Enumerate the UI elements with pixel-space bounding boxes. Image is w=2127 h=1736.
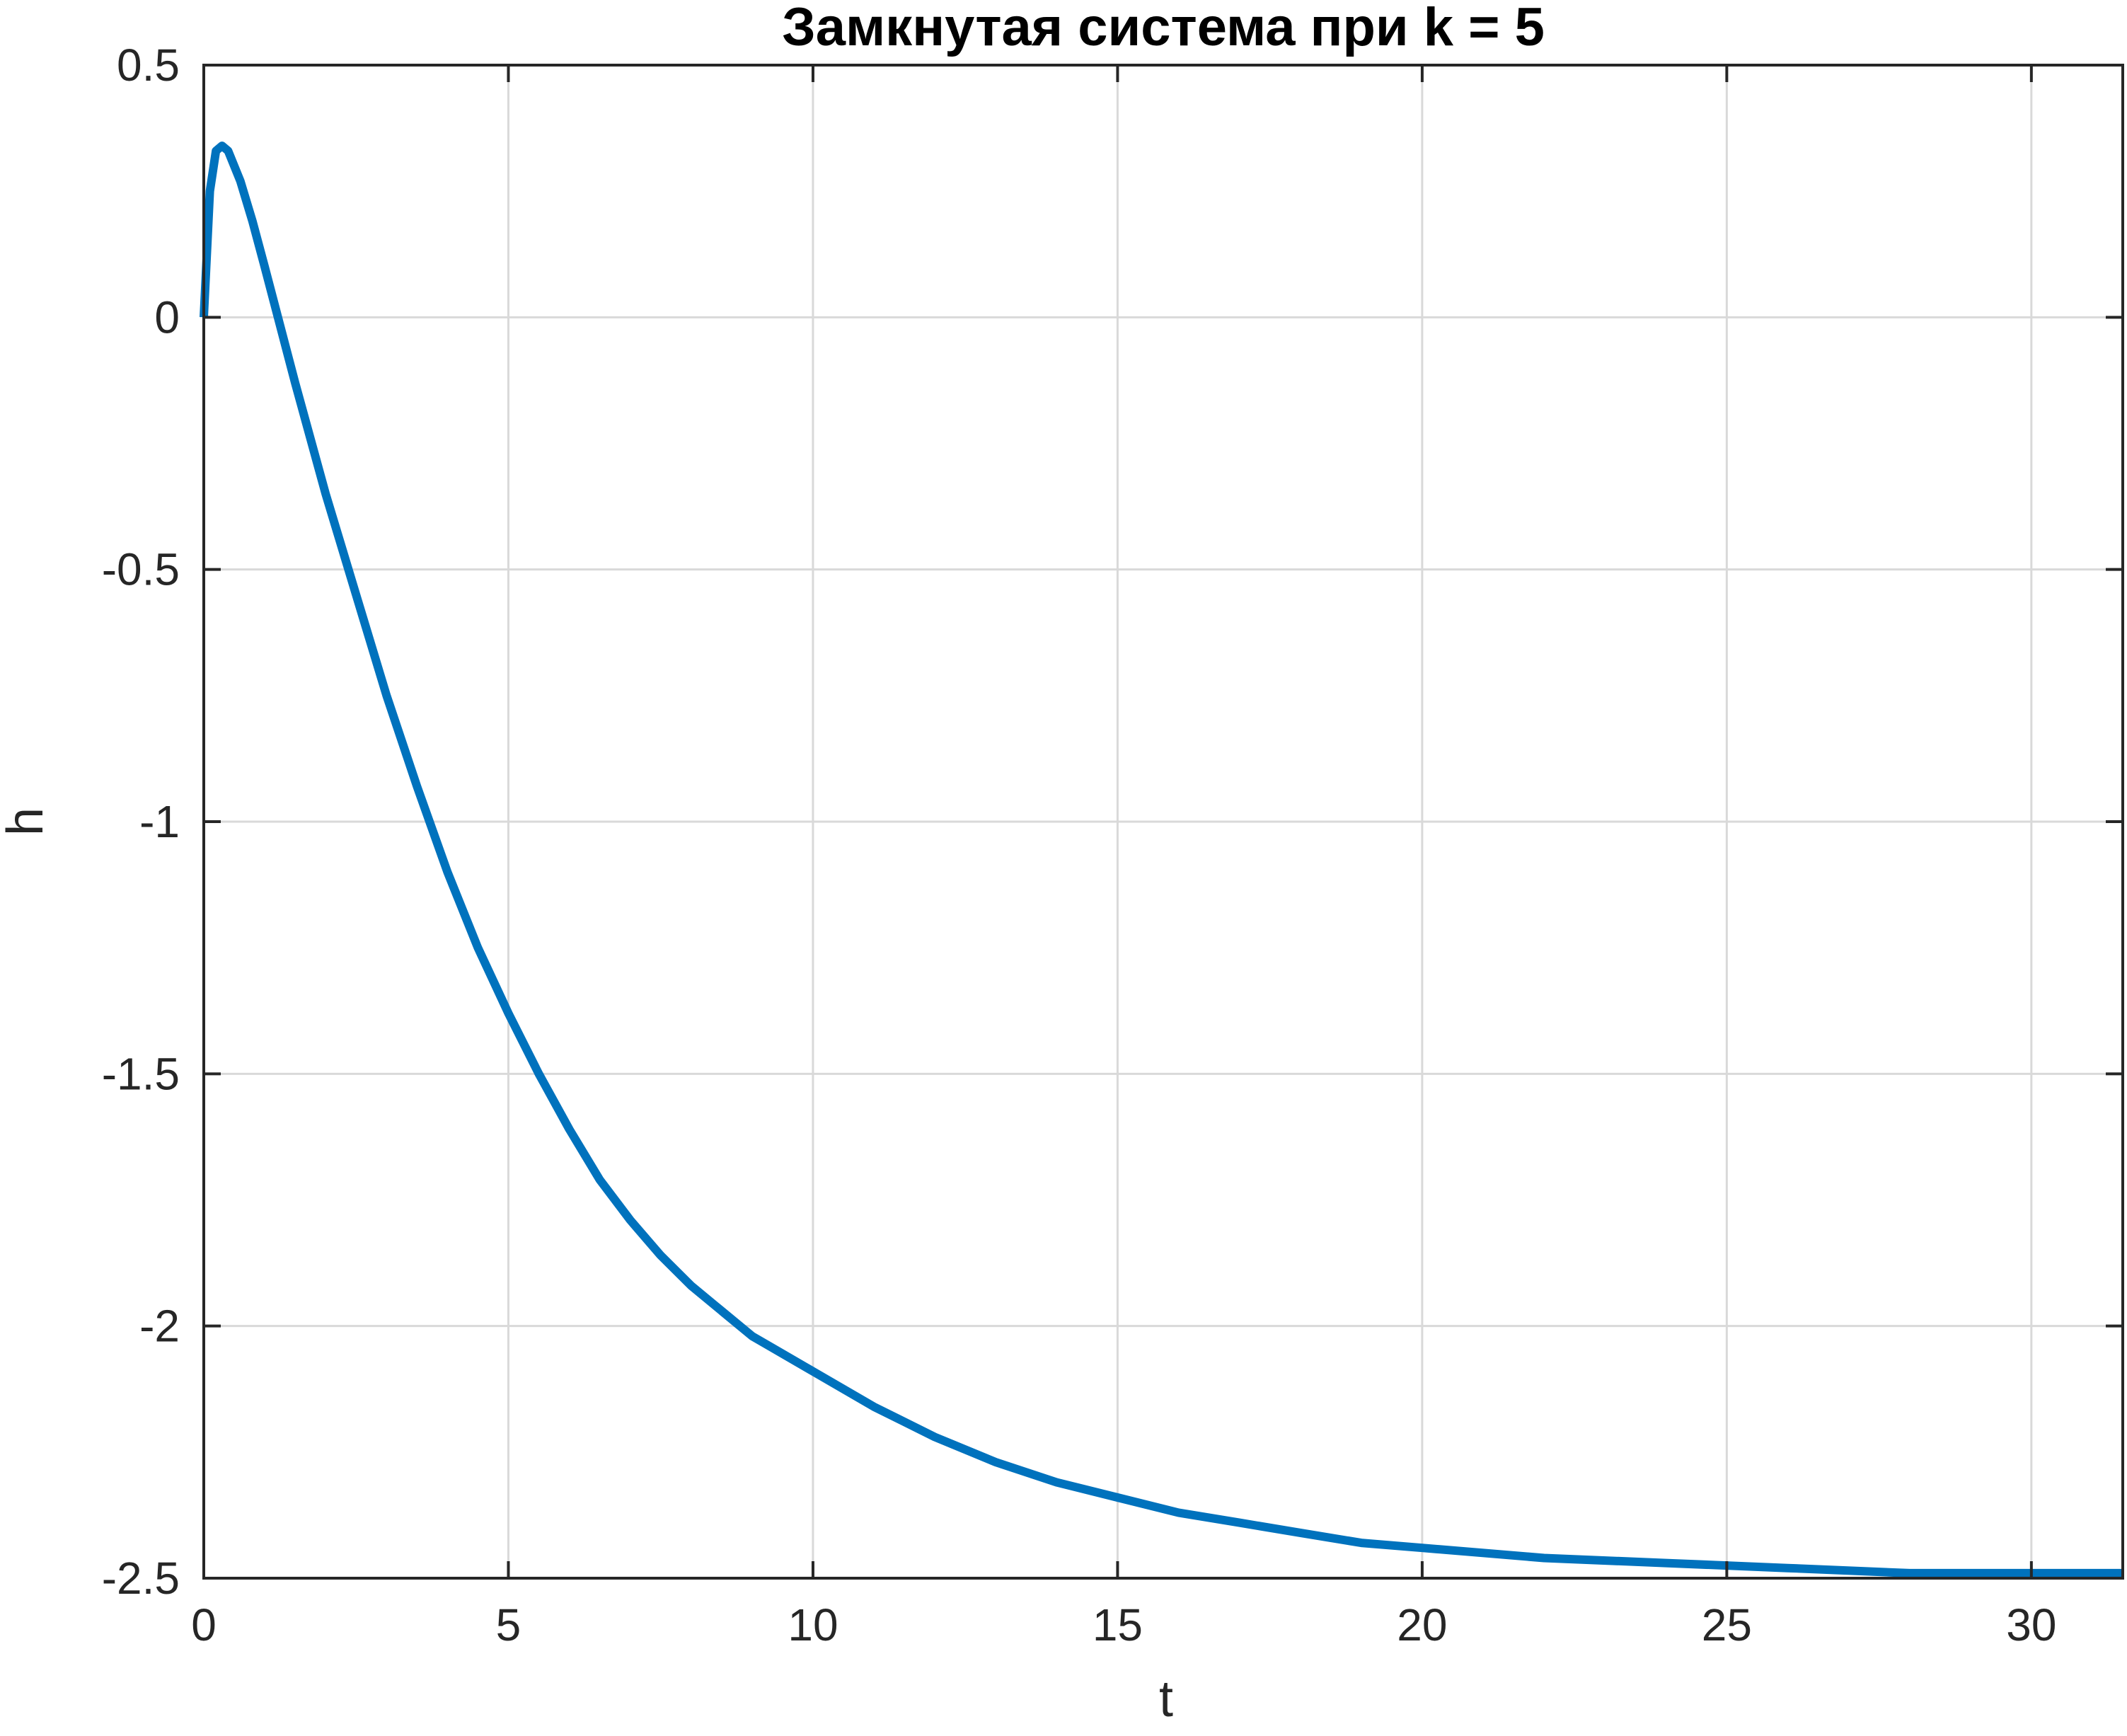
grid <box>202 64 2123 1580</box>
x-tick-label: 20 <box>1397 1599 1447 1650</box>
y-tick-label: -1.5 <box>102 1048 180 1099</box>
y-axis-label: h <box>0 807 54 836</box>
y-tick-label: -2.5 <box>102 1553 180 1604</box>
tick-labels: 0 5 10 15 20 25 30 0.5 0 -0.5 -1 -1.5 -2 -2.5 <box>102 40 2057 1650</box>
y-tick-label: 0.5 <box>117 40 180 91</box>
y-tick-label: -2 <box>139 1301 180 1352</box>
x-tick-label: 10 <box>788 1599 838 1650</box>
x-tick-label: 5 <box>496 1599 521 1650</box>
y-tick-label: -0.5 <box>102 544 180 595</box>
y-tick-label: 0 <box>154 292 180 343</box>
x-tick-label: 15 <box>1093 1599 1143 1650</box>
ticks <box>202 64 2123 1580</box>
series-layer <box>200 142 2123 1577</box>
x-axis-label: t <box>1159 1671 1173 1728</box>
x-tick-label: 0 <box>191 1599 217 1650</box>
x-tick-label: 30 <box>2006 1599 2056 1650</box>
series-line <box>200 142 2123 1577</box>
x-tick-label: 25 <box>1702 1599 1752 1650</box>
chart-title: Замкнутая система при k = 5 <box>782 0 1545 57</box>
y-tick-label: -1 <box>139 796 180 847</box>
